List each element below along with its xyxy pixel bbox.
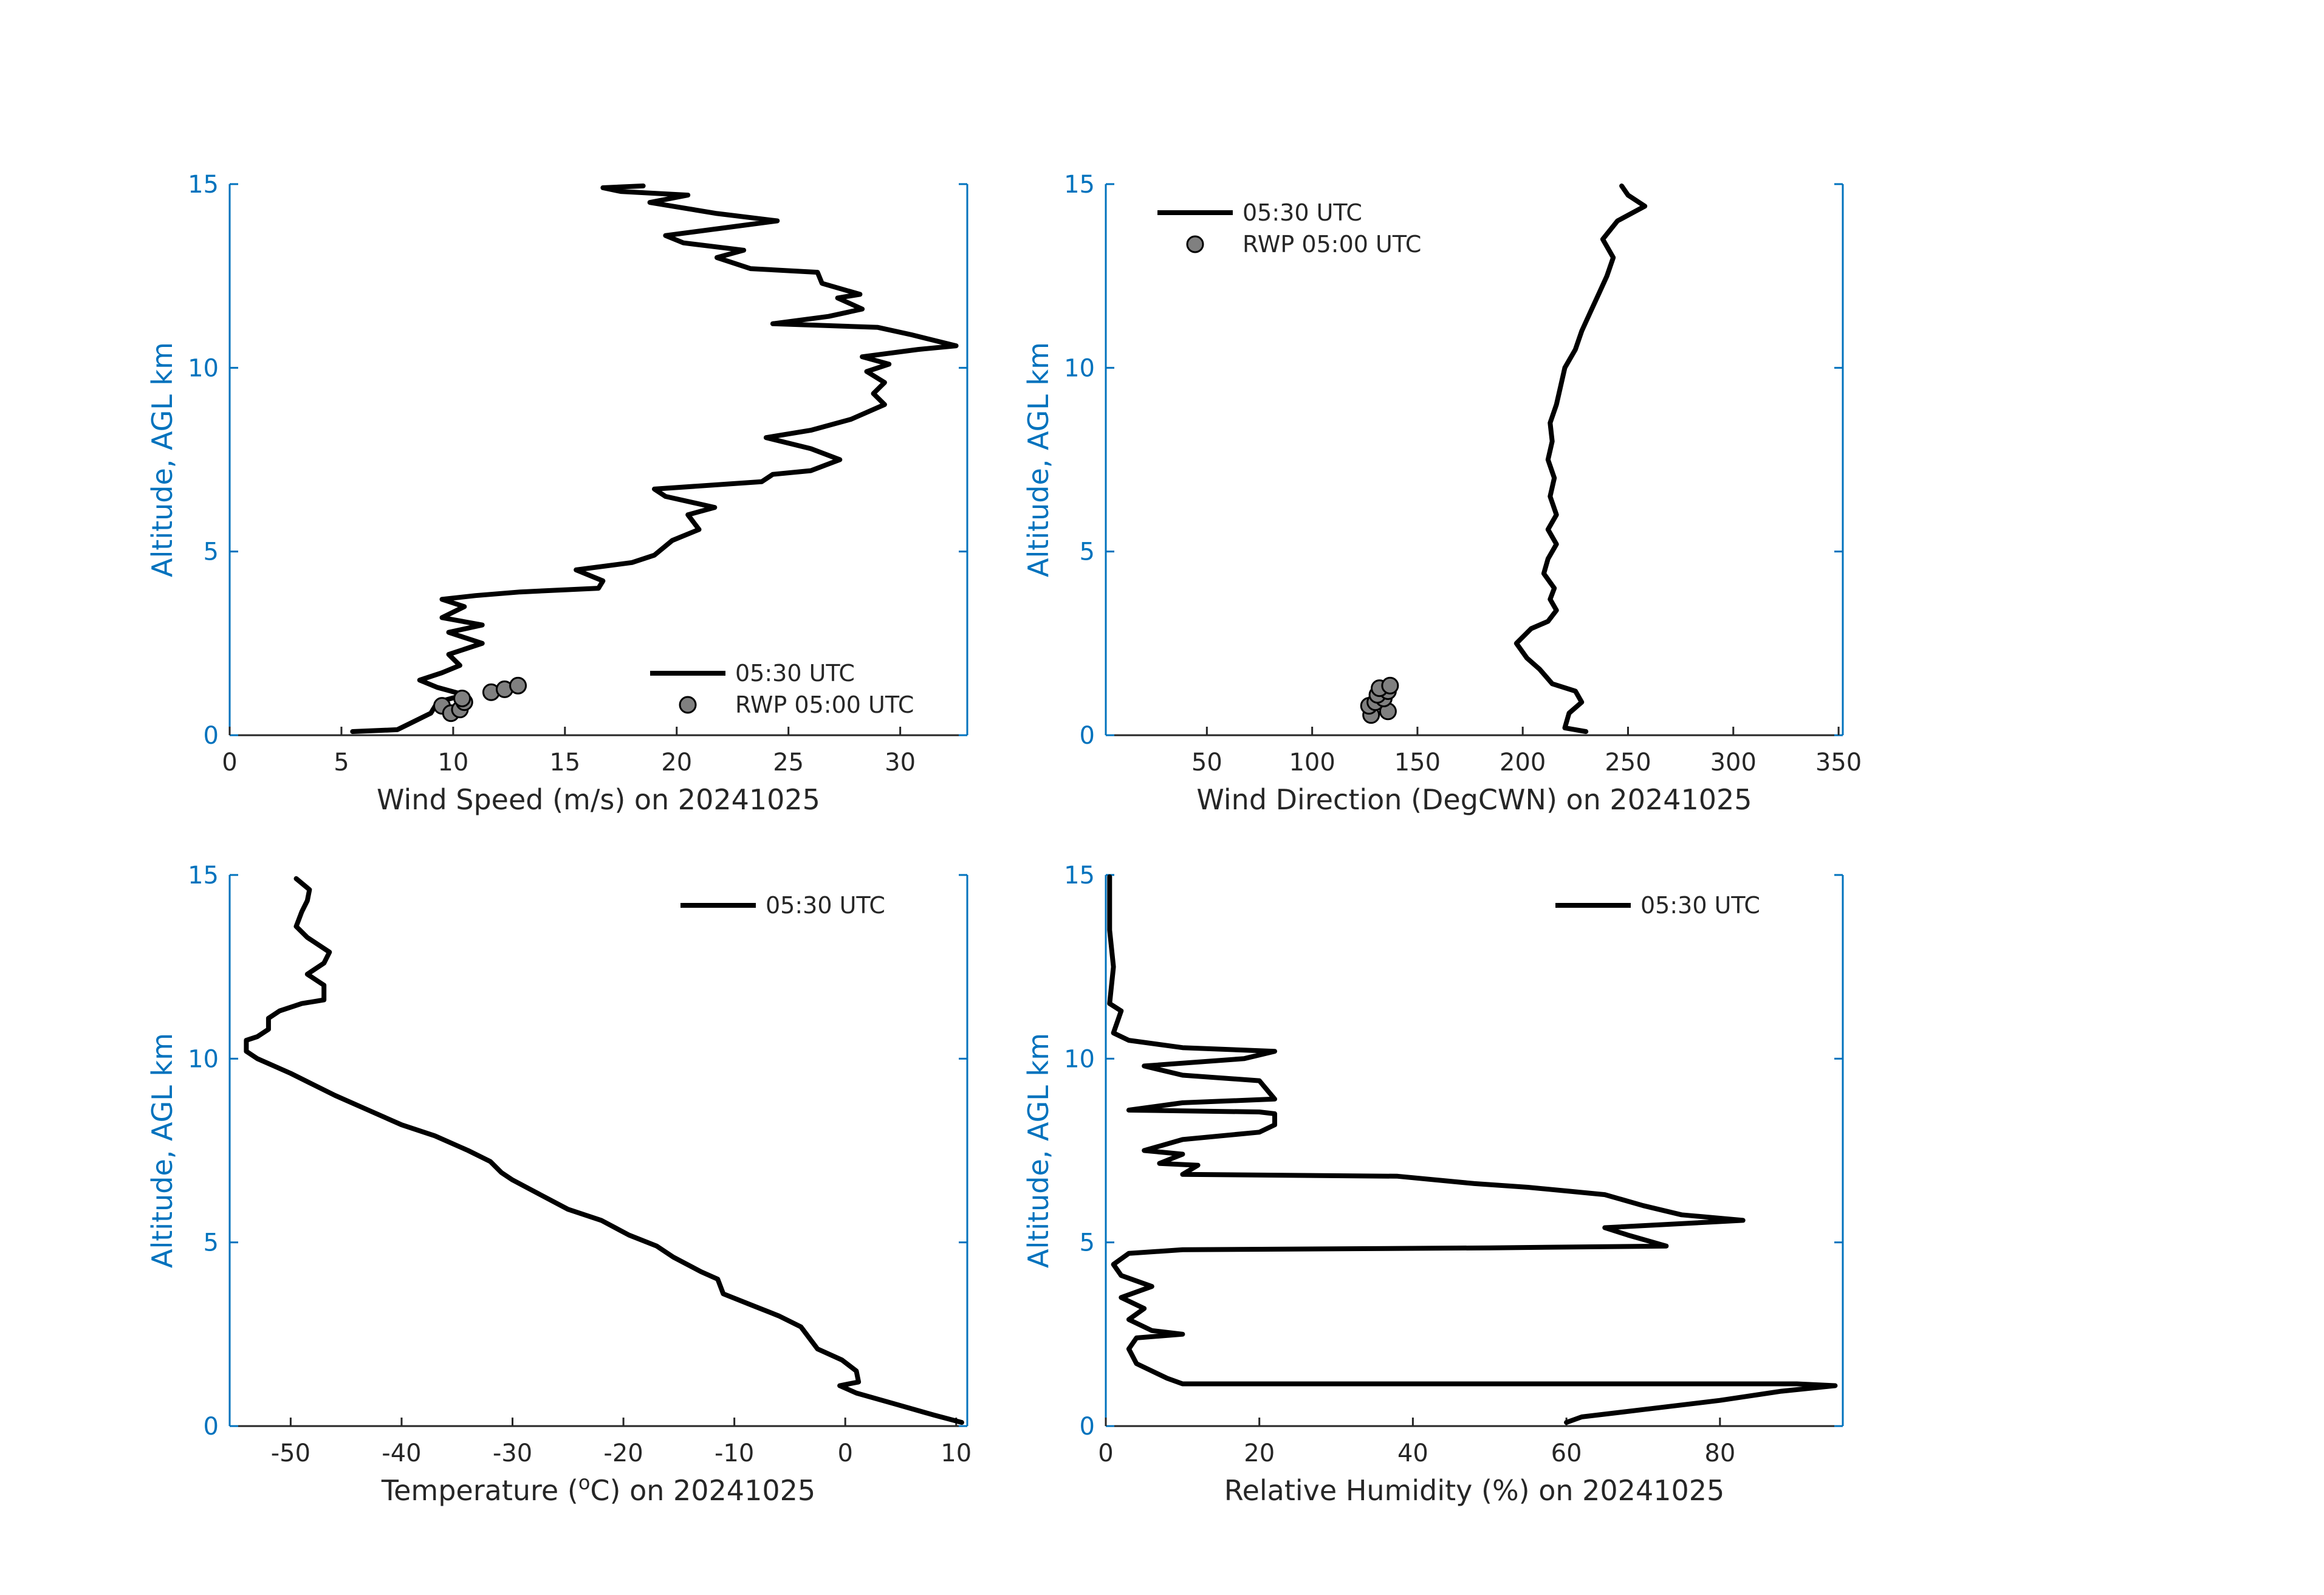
x-tick-label: 0 <box>222 749 237 777</box>
x-tick-label: -30 <box>493 1439 532 1467</box>
x-tick-label: 0 <box>1098 1439 1113 1467</box>
y-axis-label: Altitude, AGL km <box>1022 1033 1055 1268</box>
x-axis-label: Temperature (oC) on 20241025 <box>381 1471 815 1507</box>
x-axis-label: Wind Direction (DegCWN) on 20241025 <box>1196 783 1752 816</box>
x-tick-label: 0 <box>837 1439 852 1467</box>
y-tick-label: 0 <box>204 722 219 750</box>
x-tick-label: 80 <box>1704 1439 1735 1467</box>
x-tick-label: 50 <box>1191 749 1222 777</box>
x-tick-label: 250 <box>1605 749 1651 777</box>
legend-marker <box>679 696 697 714</box>
rwp-marker <box>509 676 527 695</box>
y-tick-label: 10 <box>1064 354 1095 382</box>
y-tick-label: 5 <box>1080 1229 1095 1257</box>
y-tick-label: 10 <box>188 354 219 382</box>
x-tick-label: 20 <box>1244 1439 1275 1467</box>
y-tick-label: 15 <box>188 862 219 890</box>
x-tick-label: 20 <box>661 749 692 777</box>
x-tick-label: 10 <box>437 749 468 777</box>
x-tick-label: 300 <box>1710 749 1757 777</box>
y-tick-label: 15 <box>188 171 219 199</box>
series-line <box>1107 874 1838 1425</box>
y-axis-label: Altitude, AGL km <box>146 342 179 577</box>
series-line <box>350 184 959 734</box>
rwp-marker <box>453 690 471 708</box>
y-tick-label: 10 <box>1064 1045 1095 1073</box>
x-tick-label: 5 <box>334 749 349 777</box>
x-tick-label: 200 <box>1500 749 1546 777</box>
legend-label: RWP 05:00 UTC <box>735 691 914 718</box>
legend-label: RWP 05:00 UTC <box>1243 231 1421 258</box>
legend-label: 05:30 UTC <box>1243 199 1362 226</box>
x-tick-label: 150 <box>1394 749 1441 777</box>
x-tick-label: 60 <box>1551 1439 1582 1467</box>
y-tick-label: 5 <box>204 1229 219 1257</box>
series-line <box>1513 184 1648 734</box>
x-tick-label: -50 <box>271 1439 310 1467</box>
x-tick-label: 10 <box>941 1439 972 1467</box>
y-tick-label: 0 <box>1080 1413 1095 1441</box>
series-line <box>244 876 964 1425</box>
y-tick-label: 0 <box>1080 722 1095 750</box>
legend-label: 05:30 UTC <box>766 892 885 919</box>
y-tick-label: 15 <box>1064 171 1095 199</box>
y-tick-label: 10 <box>188 1045 219 1073</box>
legend-label: 05:30 UTC <box>735 660 855 687</box>
x-axis-label: Wind Speed (m/s) on 20241025 <box>377 783 820 816</box>
y-tick-label: 15 <box>1064 862 1095 890</box>
x-tick-label: 15 <box>549 749 580 777</box>
chart-wind-speed: 0 5 10 15 0 5 10 15 20 25 30 Altitude, AGL km Wind S… <box>146 171 968 816</box>
x-tick-label: -20 <box>603 1439 643 1467</box>
y-tick-label: 5 <box>1080 538 1095 566</box>
y-axis-label: Altitude, AGL km <box>146 1033 179 1268</box>
legend-label: 05:30 UTC <box>1640 892 1760 919</box>
x-tick-label: 350 <box>1815 749 1862 777</box>
rwp-marker <box>1381 676 1399 695</box>
x-tick-label: -10 <box>715 1439 754 1467</box>
chart-wind-direction: 0 5 10 15 50 100 150 200 250 300 350 Altitude, AGL … <box>1022 171 1862 816</box>
x-tick-label: 25 <box>773 749 804 777</box>
x-tick-label: -40 <box>382 1439 421 1467</box>
y-tick-label: 5 <box>204 538 219 566</box>
x-axis-label: Relative Humidity (%) on 20241025 <box>1224 1474 1725 1507</box>
x-tick-label: 30 <box>885 749 916 777</box>
x-tick-label: 100 <box>1289 749 1335 777</box>
legend-marker <box>1186 235 1204 253</box>
y-axis-label: Altitude, AGL km <box>1022 342 1055 577</box>
chart-temperature: 0 5 10 15 -50 -40 -30 -20 -10 0 10 Altitude, AGL km… <box>146 862 972 1507</box>
y-tick-label: 0 <box>204 1413 219 1441</box>
chart-relative-humidity: 0 5 10 15 0 20 40 60 80 Altitude, AGL km Relative … <box>1022 862 1844 1507</box>
x-tick-label: 40 <box>1397 1439 1428 1467</box>
